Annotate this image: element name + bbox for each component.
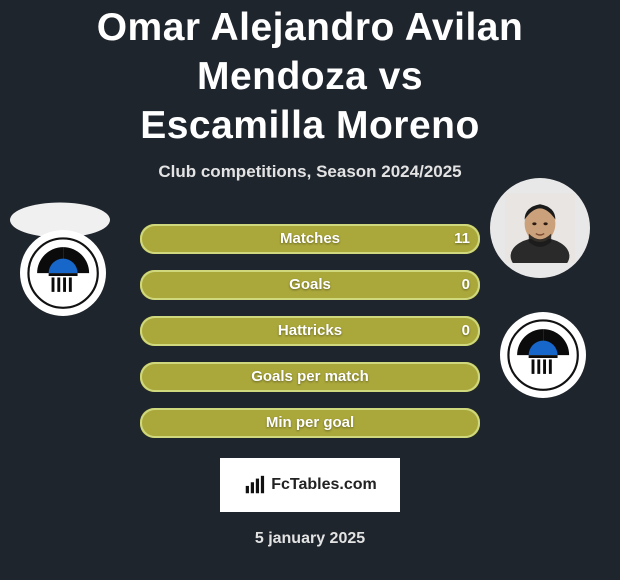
bar-row-matches: Matches 11	[140, 224, 480, 254]
bar-chart-icon	[243, 474, 265, 496]
brand-text: FcTables.com	[271, 476, 377, 494]
bar-label: Min per goal	[140, 408, 480, 438]
bar-row-min-per-goal: Min per goal	[140, 408, 480, 438]
bar-row-goals-per-match: Goals per match	[140, 362, 480, 392]
bar-right-value: 11	[454, 224, 470, 254]
date-text: 5 january 2025	[0, 530, 620, 548]
bar-label: Goals per match	[140, 362, 480, 392]
bar-row-hattricks: Hattricks 0	[140, 316, 480, 346]
bar-right-value: 0	[462, 270, 470, 300]
bar-label: Goals	[140, 270, 480, 300]
infographic-root: Omar Alejandro Avilan Mendoza vs Escamil…	[0, 0, 620, 580]
title-line-2: Escamilla Moreno	[20, 102, 600, 151]
bar-row-goals: Goals 0	[140, 270, 480, 300]
bar-label: Matches	[140, 224, 480, 254]
brand-footer: FcTables.com	[220, 458, 400, 512]
stat-bars: Matches 11 Goals 0 Hattricks 0 Goals per…	[0, 224, 620, 438]
bar-right-value: 0	[462, 316, 470, 346]
bar-label: Hattricks	[140, 316, 480, 346]
title-line-1: Omar Alejandro Avilan Mendoza vs	[20, 4, 600, 102]
page-title: Omar Alejandro Avilan Mendoza vs Escamil…	[0, 0, 620, 150]
